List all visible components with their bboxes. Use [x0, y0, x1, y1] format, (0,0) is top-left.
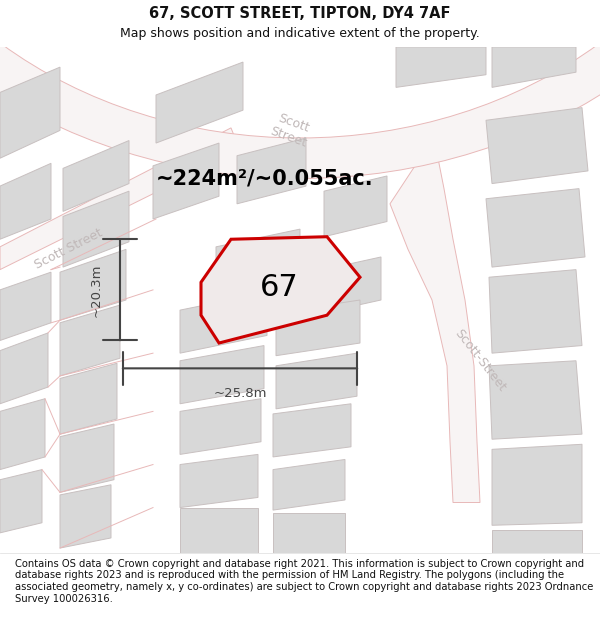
Polygon shape — [180, 399, 261, 454]
Polygon shape — [0, 163, 51, 239]
Text: ~25.8m: ~25.8m — [213, 387, 267, 400]
Polygon shape — [276, 353, 357, 409]
Text: ~224m²/~0.055ac.: ~224m²/~0.055ac. — [156, 169, 374, 189]
Polygon shape — [0, 272, 51, 341]
Polygon shape — [489, 269, 582, 353]
Polygon shape — [0, 128, 240, 269]
Polygon shape — [180, 508, 258, 553]
Text: 67, SCOTT STREET, TIPTON, DY4 7AF: 67, SCOTT STREET, TIPTON, DY4 7AF — [149, 6, 451, 21]
Polygon shape — [180, 346, 264, 404]
Polygon shape — [0, 67, 60, 158]
Polygon shape — [216, 229, 300, 290]
Text: Contains OS data © Crown copyright and database right 2021. This information is : Contains OS data © Crown copyright and d… — [15, 559, 593, 604]
Polygon shape — [0, 333, 48, 404]
Polygon shape — [60, 485, 111, 548]
Polygon shape — [486, 107, 588, 184]
Polygon shape — [276, 300, 360, 356]
Polygon shape — [63, 141, 129, 211]
Polygon shape — [390, 158, 480, 502]
Polygon shape — [273, 404, 351, 457]
Polygon shape — [273, 512, 345, 553]
Text: 67: 67 — [260, 273, 298, 302]
Polygon shape — [63, 191, 129, 267]
Polygon shape — [312, 257, 381, 315]
Polygon shape — [396, 47, 486, 88]
Text: Scott
Street: Scott Street — [268, 111, 314, 150]
Polygon shape — [273, 459, 345, 510]
Polygon shape — [156, 62, 243, 143]
Polygon shape — [0, 469, 42, 533]
Polygon shape — [489, 361, 582, 439]
Text: Scott-Street: Scott-Street — [452, 328, 508, 394]
Polygon shape — [60, 363, 117, 434]
Text: Scott Street: Scott Street — [33, 227, 105, 272]
Polygon shape — [486, 189, 585, 267]
Polygon shape — [180, 454, 258, 508]
Polygon shape — [492, 531, 582, 553]
Polygon shape — [60, 249, 126, 320]
Text: ~20.3m: ~20.3m — [89, 263, 103, 317]
Polygon shape — [201, 237, 360, 343]
Polygon shape — [60, 305, 120, 376]
Polygon shape — [324, 176, 387, 237]
Polygon shape — [180, 292, 267, 353]
Text: Map shows position and indicative extent of the property.: Map shows position and indicative extent… — [120, 28, 480, 40]
Polygon shape — [492, 444, 582, 525]
Polygon shape — [0, 399, 45, 469]
Polygon shape — [60, 424, 114, 493]
Polygon shape — [492, 47, 576, 88]
Polygon shape — [153, 143, 219, 219]
Polygon shape — [0, 0, 600, 178]
Polygon shape — [237, 138, 306, 204]
